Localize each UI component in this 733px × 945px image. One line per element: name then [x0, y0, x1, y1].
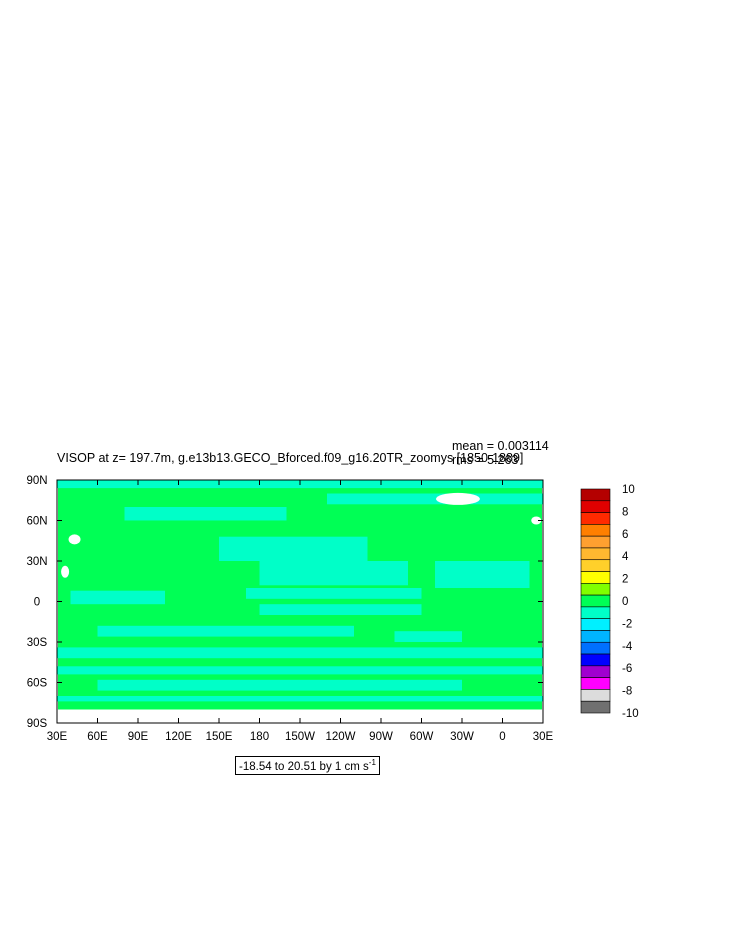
colorbar-box	[580, 700, 611, 714]
missing-patch	[68, 534, 81, 545]
colorbar-label: 6	[622, 529, 628, 541]
y-tick-label: 90S	[27, 718, 48, 730]
x-tick-label: 90W	[369, 731, 393, 743]
colorbar-box	[580, 641, 611, 655]
colorbar-box	[580, 689, 611, 702]
negative-band	[246, 588, 422, 599]
negative-band	[219, 536, 368, 561]
x-tick-label: 90E	[128, 731, 149, 743]
x-tick-label: 120E	[165, 731, 192, 743]
x-tick-label: 30E	[533, 731, 554, 743]
colorbar-box	[580, 665, 611, 678]
y-tick-label: 0	[34, 597, 40, 609]
field-map	[57, 480, 543, 723]
x-tick-label: 30E	[47, 731, 68, 743]
colorbar-box	[580, 535, 611, 549]
y-tick-label: 90N	[26, 475, 47, 487]
x-axis: 30E 60E 90E 120E 150E 180 150W 120W 90W 60W 30W 0 30…	[47, 480, 554, 743]
colorbar-box	[580, 547, 611, 561]
colorbar-label: 0	[622, 596, 628, 608]
colorbar-label: -4	[622, 641, 633, 653]
rms-stat: rms = 5.263	[452, 453, 519, 467]
colorbar-label: 10	[622, 484, 635, 496]
colorbar-box	[580, 571, 611, 584]
x-tick-label: 30W	[450, 731, 474, 743]
x-tick-label: 0	[499, 731, 505, 743]
colorbar-box	[580, 512, 611, 525]
colorbar-label: -10	[622, 708, 639, 720]
unit-exponent: -1	[368, 758, 376, 767]
colorbar-box	[580, 677, 611, 690]
y-tick-label: 60S	[27, 678, 48, 690]
negative-band	[57, 666, 543, 675]
mean-stat: mean = 0.003114	[452, 439, 549, 453]
y-tick-label: 30S	[27, 637, 48, 649]
colorbar-label: -2	[622, 618, 632, 630]
y-tick-label: 60N	[26, 516, 47, 528]
contour-info-box: -18.54 to 20.51 by 1 cm s-1	[235, 756, 380, 775]
x-tick-label: 60W	[410, 731, 434, 743]
negative-band	[57, 696, 543, 702]
colorbar-box	[580, 488, 611, 502]
negative-band	[435, 561, 530, 588]
negative-band	[97, 679, 462, 691]
colorbar-box	[580, 559, 611, 572]
colorbar-box	[580, 606, 611, 619]
negative-band	[97, 625, 354, 637]
colorbar-box	[580, 653, 611, 667]
contour-range-text: -18.54 to 20.51 by 1 cm s	[239, 760, 369, 773]
x-tick-label: 180	[250, 731, 269, 743]
colorbar-box	[580, 618, 611, 631]
y-axis: 90N 60N 30N 0 30S 60S 90S	[26, 475, 543, 730]
colorbar-box	[580, 500, 611, 513]
colorbar-label: 4	[622, 551, 629, 563]
colorbar-box	[580, 524, 611, 537]
x-tick-label: 150W	[285, 731, 315, 743]
chart-title: VISOP at z= 197.7m, g.e13b13.GECO_Bforce…	[57, 451, 524, 465]
colorbar-box	[580, 630, 611, 643]
colorbar: 10 8 6 4 2 0 -2 -4 -6 -8 -10	[580, 484, 639, 720]
colorbar-box	[580, 594, 611, 608]
negative-band	[394, 631, 462, 642]
y-tick-label: 30N	[26, 556, 47, 568]
x-tick-label: 120W	[325, 731, 355, 743]
missing-patch	[531, 516, 542, 525]
missing-patch	[435, 492, 480, 505]
colorbar-label: -8	[622, 686, 632, 698]
colorbar-label: -6	[622, 663, 632, 675]
x-tick-label: 60E	[87, 731, 108, 743]
negative-band	[259, 561, 408, 586]
negative-band	[124, 507, 287, 521]
negative-band	[327, 493, 543, 505]
x-tick-label: 150E	[206, 731, 233, 743]
negative-band	[57, 647, 543, 659]
colorbar-label: 8	[622, 506, 628, 518]
missing-patch	[61, 565, 70, 578]
negative-band	[259, 604, 422, 615]
colorbar-box	[580, 583, 611, 596]
colorbar-label: 2	[622, 574, 628, 586]
negative-band	[70, 590, 165, 605]
